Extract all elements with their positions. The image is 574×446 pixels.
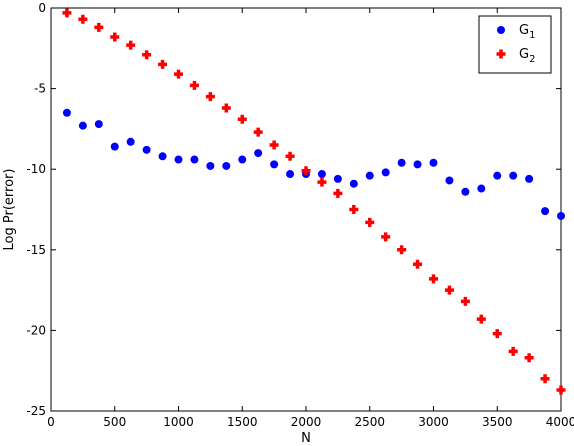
data-point bbox=[317, 170, 326, 179]
data-point bbox=[62, 108, 71, 117]
data-point bbox=[222, 161, 231, 170]
data-point bbox=[301, 166, 311, 176]
x-tick-label: 500 bbox=[103, 415, 126, 429]
legend-label-g2: G2 bbox=[519, 47, 535, 65]
data-point bbox=[62, 8, 72, 18]
x-tick-label: 0 bbox=[47, 415, 55, 429]
data-point bbox=[94, 120, 103, 129]
data-point bbox=[190, 155, 199, 164]
x-tick-label: 3500 bbox=[482, 415, 513, 429]
data-point bbox=[524, 353, 534, 363]
data-point bbox=[541, 207, 550, 216]
data-point bbox=[381, 168, 390, 177]
data-point bbox=[461, 187, 470, 196]
data-point bbox=[270, 160, 279, 169]
data-point bbox=[509, 171, 518, 180]
y-tick-label: 0 bbox=[38, 1, 46, 15]
y-tick-label: -10 bbox=[26, 162, 46, 176]
data-point bbox=[206, 161, 215, 170]
data-point bbox=[444, 285, 454, 295]
data-point bbox=[508, 346, 518, 356]
y-tick-label: -5 bbox=[34, 82, 46, 96]
data-point bbox=[221, 103, 231, 113]
y-axis-label: Log Pr(error) bbox=[2, 169, 17, 251]
series-g2 bbox=[62, 8, 566, 395]
data-point bbox=[381, 232, 391, 242]
axis-ticks: 0 500 1000 1500 2000 2500 3000 3500 4000 0 -5 -10 -1… bbox=[26, 1, 574, 429]
x-tick-label: 4000 bbox=[546, 415, 574, 429]
data-point bbox=[78, 121, 87, 130]
data-point bbox=[254, 149, 263, 158]
data-point bbox=[286, 170, 295, 179]
data-point bbox=[78, 14, 88, 24]
x-tick-label: 2000 bbox=[291, 415, 322, 429]
data-point bbox=[110, 142, 119, 151]
legend-box bbox=[478, 15, 552, 74]
data-point bbox=[445, 176, 454, 185]
data-point bbox=[253, 127, 263, 137]
data-point bbox=[413, 160, 422, 169]
legend-marker-g2 bbox=[496, 49, 506, 59]
data-point bbox=[205, 92, 215, 102]
data-point bbox=[158, 59, 168, 69]
data-point bbox=[397, 158, 406, 167]
data-point bbox=[174, 155, 183, 164]
data-point bbox=[477, 184, 486, 193]
data-point bbox=[333, 188, 343, 198]
data-point bbox=[365, 171, 374, 180]
data-point bbox=[269, 140, 279, 150]
data-point bbox=[556, 385, 566, 395]
data-point bbox=[493, 171, 502, 180]
data-point bbox=[189, 80, 199, 90]
data-point bbox=[349, 179, 358, 188]
data-point bbox=[557, 211, 565, 220]
data-point bbox=[492, 329, 502, 339]
data-point bbox=[525, 174, 534, 183]
x-tick-label: 1500 bbox=[227, 415, 258, 429]
data-point bbox=[460, 296, 470, 306]
x-tick-label: 1000 bbox=[163, 415, 194, 429]
data-point bbox=[476, 314, 486, 324]
data-point bbox=[126, 137, 135, 146]
data-point bbox=[317, 177, 327, 187]
data-point bbox=[126, 40, 136, 50]
data-point bbox=[237, 114, 247, 124]
data-point bbox=[365, 217, 375, 227]
data-point bbox=[429, 274, 438, 284]
data-point bbox=[238, 155, 247, 164]
y-tick-label: -25 bbox=[26, 404, 46, 418]
series-g1 bbox=[62, 108, 565, 220]
data-point bbox=[540, 374, 550, 384]
y-tick-label: -20 bbox=[26, 323, 46, 337]
data-point bbox=[413, 259, 423, 269]
data-point bbox=[158, 152, 167, 161]
x-tick-label: 2500 bbox=[354, 415, 385, 429]
legend-label-g1: G1 bbox=[519, 23, 535, 41]
data-point bbox=[142, 50, 152, 60]
data-point bbox=[142, 145, 151, 154]
legend-marker-g1 bbox=[497, 26, 505, 34]
data-point bbox=[285, 151, 295, 161]
data-point bbox=[333, 174, 342, 183]
data-point bbox=[349, 205, 359, 214]
y-tick-label: -15 bbox=[26, 243, 46, 257]
x-tick-label: 3000 bbox=[418, 415, 449, 429]
plot-frame bbox=[50, 7, 562, 412]
data-point bbox=[429, 158, 438, 167]
x-axis-label: N bbox=[301, 431, 311, 446]
series-layer bbox=[62, 8, 566, 395]
data-point bbox=[110, 32, 120, 42]
data-point bbox=[174, 69, 183, 79]
data-point bbox=[397, 245, 407, 255]
data-point bbox=[94, 22, 104, 32]
